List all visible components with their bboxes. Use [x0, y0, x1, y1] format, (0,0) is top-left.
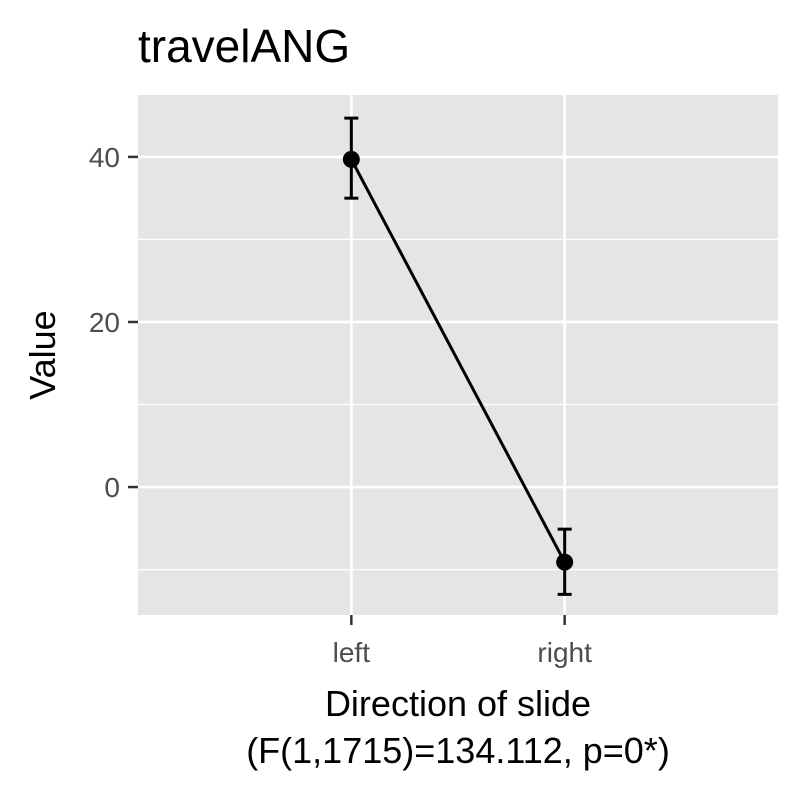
series-line [350, 158, 566, 563]
x-tick-label: left [333, 637, 371, 668]
x-axis-ticks: left right [333, 615, 592, 668]
data-points [342, 150, 574, 571]
data-point [342, 150, 360, 168]
y-tick-label: 0 [104, 472, 120, 503]
x-axis-label: Direction of slide [325, 683, 591, 724]
series-lines [350, 158, 566, 563]
plot-panel [138, 95, 778, 615]
y-axis-label: Value [22, 310, 63, 399]
x-tick-label: right [537, 637, 592, 668]
y-tick-label: 40 [89, 142, 120, 173]
grid-minor [138, 238, 778, 571]
y-tick-label: 20 [89, 307, 120, 338]
y-axis-ticks: 0 20 40 [89, 142, 138, 503]
data-point [556, 553, 574, 571]
x-axis-sublabel: (F(1,1715)=134.112, p=0*) [246, 730, 670, 771]
chart-title: travelANG [138, 20, 350, 72]
